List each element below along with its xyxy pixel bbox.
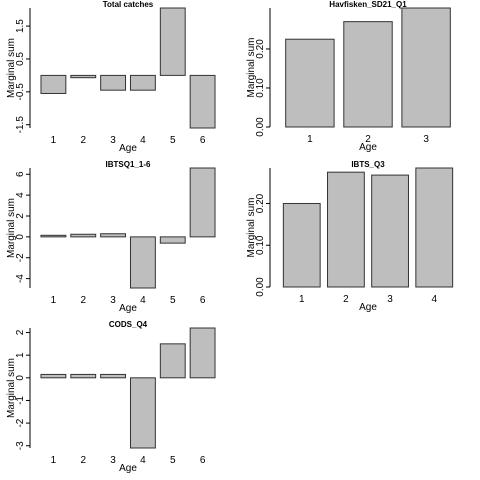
bar-age-1: [40, 234, 67, 238]
y-axis: 0.00 0.10 0.20: [255, 8, 271, 137]
x-tick-label: 6: [200, 135, 206, 146]
y-tick-label: 1: [15, 352, 26, 358]
panel-title: Total catches: [103, 0, 154, 9]
x-tick-label: 4: [140, 295, 146, 306]
bar-age-3: [371, 174, 409, 288]
panel-1: Total catches 1 2 3 4 5 6 -1.5 -0.5 0.5 1.5 Margina…: [6, 0, 216, 154]
y-tick-label: 0.20: [255, 193, 266, 213]
y-tick-label: 1.5: [15, 19, 26, 33]
x-axis-label: Age: [119, 143, 137, 154]
bar-age-1: [285, 38, 335, 128]
bar-age-1: [40, 373, 67, 379]
x-tick-label: 4: [140, 135, 146, 146]
bar-age-3: [100, 373, 127, 379]
panel-title: IBTSQ1_1-6: [106, 160, 151, 169]
y-tick-label: -1.5: [15, 116, 26, 134]
bar-age-2: [327, 171, 365, 288]
x-axis-label: Age: [359, 142, 377, 153]
y-axis: -4 -2 0 2 4 6: [15, 168, 31, 288]
bar-age-1: [40, 74, 67, 94]
x-tick-label: 3: [110, 455, 116, 466]
y-axis: -1.5 -0.5 0.5 1.5: [15, 8, 31, 134]
y-tick-label: -0.5: [15, 83, 26, 101]
bar-age-3: [100, 74, 127, 91]
y-axis-label: Marginal sum: [6, 38, 17, 98]
y-tick-label: -2: [15, 253, 26, 262]
bar-age-4: [415, 167, 454, 288]
x-tick-label: 3: [423, 134, 429, 145]
bar-age-1: [282, 202, 321, 288]
x-tick-label: 5: [170, 455, 176, 466]
panel-3: IBTSQ1_1-6 1 2 3 4 5 6 -4 -2 0 2 4 6 Marginal sum Age: [6, 160, 216, 314]
y-tick-label: 0: [15, 375, 26, 381]
x-tick-label: 3: [110, 135, 116, 146]
y-axis-label: Marginal sum: [246, 37, 257, 97]
x-tick-label: 1: [51, 455, 57, 466]
y-tick-label: 0: [15, 234, 26, 240]
x-tick-label: 6: [200, 295, 206, 306]
y-axis-label: Marginal sum: [6, 198, 17, 258]
x-tick-label: 2: [80, 295, 86, 306]
panel-2: Havfisken_SD21_Q1 1 2 3 0.00 0.10 0.20Marginal…: [246, 0, 451, 153]
bar-age-6: [189, 74, 216, 129]
y-tick-label: 0.10: [255, 78, 266, 98]
y-tick-label: -1: [15, 396, 26, 405]
bar-age-4: [129, 377, 156, 449]
y-tick-label: 2: [15, 213, 26, 219]
x-tick-label: 1: [299, 294, 305, 305]
x-tick-label: 5: [170, 295, 176, 306]
y-axis-label: Marginal sum: [246, 197, 257, 257]
bar-age-5: [159, 236, 186, 244]
x-tick-label: 3: [110, 295, 116, 306]
bar-age-4: [129, 74, 156, 91]
bar-age-6: [189, 167, 216, 238]
panel-title: Havfisken_SD21_Q1: [329, 0, 407, 9]
y-tick-label: 0.20: [255, 39, 266, 59]
bar-age-5: [159, 343, 186, 379]
y-tick-label: -2: [15, 418, 26, 427]
bar-age-5: [159, 7, 186, 76]
panel-title: IBTS_Q3: [351, 160, 385, 169]
x-tick-label: 4: [140, 455, 146, 466]
y-tick-label: 0.10: [255, 235, 266, 255]
bar-age-6: [189, 327, 216, 379]
x-tick-label: 3: [387, 294, 393, 305]
bar-age-4: [129, 236, 156, 289]
x-tick-label: 2: [343, 294, 349, 305]
x-tick-label: 2: [365, 134, 371, 145]
y-tick-label: 4: [15, 192, 26, 198]
y-axis: 0.00 0.10 0.20: [255, 168, 271, 297]
y-tick-label: -4: [15, 274, 26, 283]
y-tick-label: 0.00: [255, 117, 266, 137]
x-axis-label: Age: [119, 463, 137, 474]
y-tick-label: 0.5: [15, 52, 26, 66]
x-tick-label: 1: [307, 134, 313, 145]
y-tick-label: -3: [15, 441, 26, 450]
x-tick-label: 6: [200, 455, 206, 466]
bar-age-2: [343, 21, 393, 128]
y-tick-label: 0.00: [255, 277, 266, 297]
x-axis-label: Age: [119, 303, 137, 314]
bar-age-2: [70, 233, 97, 238]
x-tick-label: 4: [431, 294, 437, 305]
y-axis: -3 -2 -1 0 1 2: [15, 328, 31, 450]
bar-age-3: [401, 7, 451, 128]
bar-age-2: [70, 373, 97, 379]
x-tick-label: 1: [51, 135, 57, 146]
y-tick-label: 2: [15, 329, 26, 335]
x-tick-label: 2: [80, 135, 86, 146]
bar-age-3: [100, 233, 127, 238]
x-axis-label: Age: [359, 302, 377, 313]
panel-5: CODS_Q4 1 2 3 4 5 6 -3 -2 -1 0 1 2 Marginal sum Age: [6, 320, 216, 474]
bar-age-2: [70, 74, 97, 79]
y-axis-label: Marginal sum: [6, 358, 17, 418]
x-tick-label: 2: [80, 455, 86, 466]
x-tick-label: 5: [170, 135, 176, 146]
y-tick-label: 6: [15, 171, 26, 177]
panel-title: CODS_Q4: [109, 320, 148, 329]
x-tick-label: 1: [51, 295, 57, 306]
